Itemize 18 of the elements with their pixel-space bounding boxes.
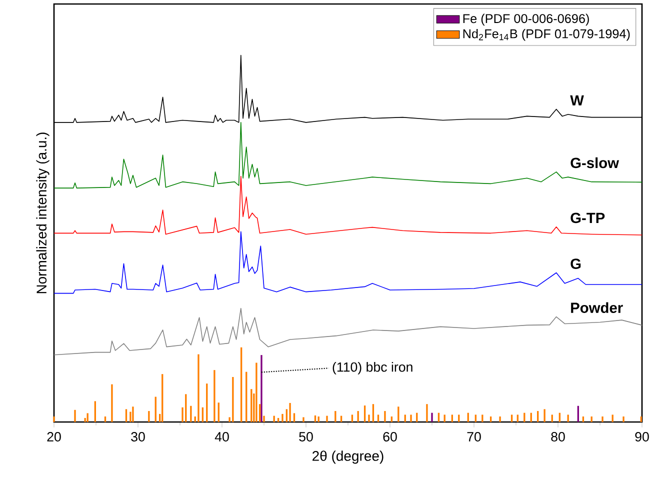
x-tick-label: 80 — [551, 432, 565, 442]
x-tick-label: 30 — [131, 432, 145, 442]
series-label: G-TP — [570, 212, 605, 224]
x-tick-label: 40 — [214, 432, 229, 442]
legend-label: Fe (PDF 00-006-0696) — [463, 14, 589, 26]
x-tick-label: 70 — [467, 432, 481, 442]
y-axis-title: Normalized intensity (a.u.) — [36, 132, 50, 294]
series-label: W — [570, 95, 584, 106]
legend-label: Nd$_{2}$Fe$_{14}$B (PDF 01-079-1994) — [463, 28, 630, 41]
x-tick-label: 50 — [299, 432, 313, 442]
x-tick-label: 60 — [383, 432, 397, 442]
series-label: G — [570, 258, 581, 269]
x-tick-label: 20 — [47, 432, 61, 442]
series-label: G-slow — [570, 157, 620, 168]
series-label: Powder — [571, 302, 623, 313]
x-tick-label: 90 — [635, 432, 649, 442]
annotation: (110) bbc iron — [332, 362, 412, 374]
x-axis-title: 2θ (degree) — [312, 450, 384, 464]
